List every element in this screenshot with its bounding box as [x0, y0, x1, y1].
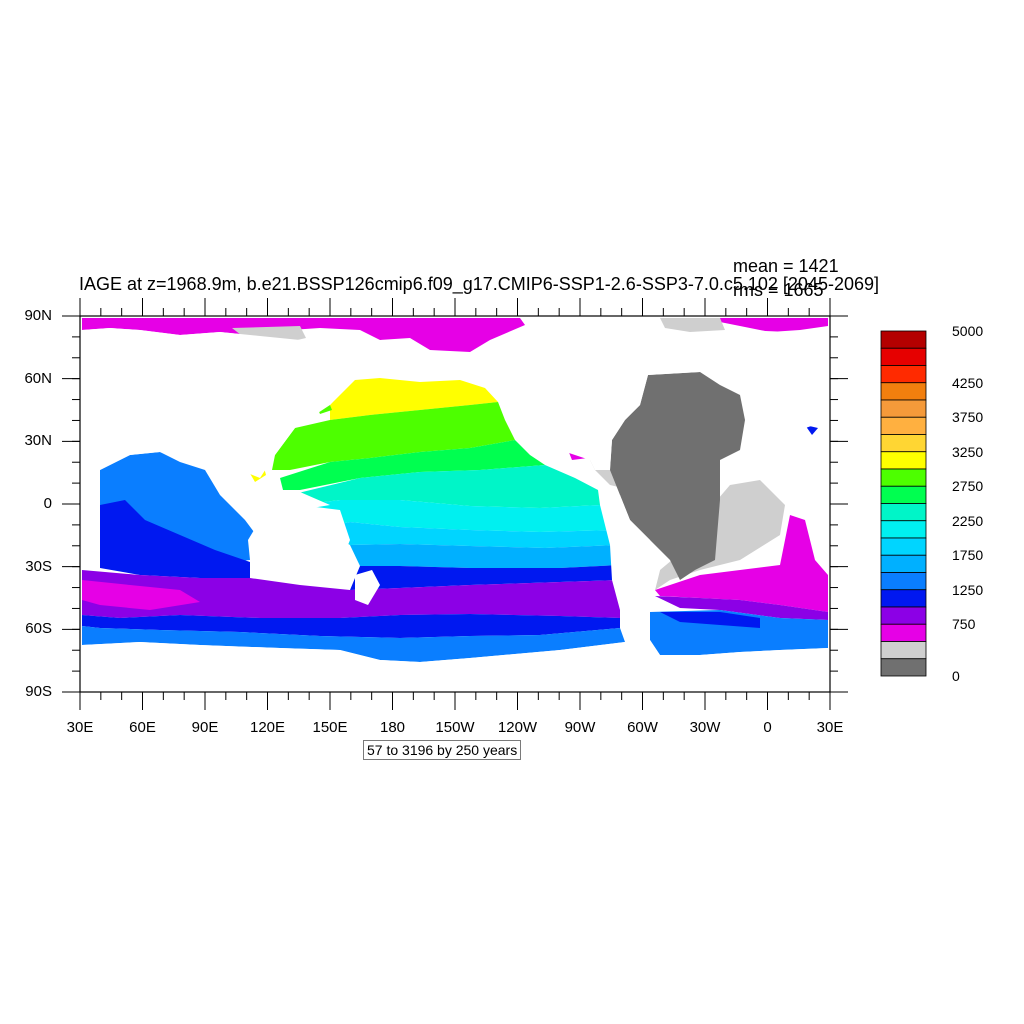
stat-mean: mean = 1421	[733, 256, 839, 276]
land-eurasia	[82, 328, 350, 478]
land-greenland	[740, 330, 828, 430]
colorbar-label: 750	[952, 616, 976, 633]
colorbar-label: 1250	[952, 581, 984, 598]
colorbar-swatch	[880, 503, 927, 522]
colorbar-swatch	[880, 330, 927, 349]
land-north-america	[490, 330, 740, 470]
land-nz	[355, 570, 380, 605]
lon-label: 150W	[435, 719, 475, 736]
colorbar-swatch	[880, 399, 927, 418]
colorbar-swatch	[880, 451, 927, 470]
colorbar-swatch	[880, 468, 927, 487]
southern-blue	[82, 626, 625, 662]
land-south-america	[600, 495, 660, 620]
contour-fields	[82, 318, 828, 662]
lon-label: 60W	[627, 719, 658, 736]
lat-label: 90N	[24, 307, 52, 324]
pacific-green	[272, 402, 515, 470]
colorbar-swatch	[880, 416, 927, 435]
indian-deepblue	[100, 500, 250, 578]
colorbar-label: 5000	[952, 323, 984, 339]
land-africa	[82, 470, 100, 570]
colorbar-swatch	[880, 520, 927, 539]
land-australia	[248, 505, 350, 572]
atlantic-magenta	[655, 515, 828, 612]
stat-rms: rms = 1665	[733, 280, 824, 300]
colorbar-label: 2750	[952, 478, 984, 495]
colorbar-swatch	[880, 572, 927, 591]
lat-label: 0	[43, 495, 52, 512]
lon-label: 30E	[66, 719, 94, 736]
pacific-skyblue	[320, 522, 618, 548]
north-atlantic-darkgray	[610, 372, 745, 580]
lon-label: 60E	[129, 719, 156, 736]
lon-label: 90E	[191, 719, 219, 736]
colorbar-label: 1750	[952, 547, 984, 564]
southern-magenta	[82, 580, 200, 610]
lat-label: 30N	[24, 432, 52, 450]
lon-label: 90W	[564, 719, 596, 736]
colorbar-swatch	[880, 347, 927, 366]
land-mask	[82, 328, 828, 692]
land-maritime-se-asia	[270, 490, 330, 510]
colorbar	[880, 330, 927, 677]
lon-label: 30W	[689, 719, 721, 736]
colorbar-swatch	[880, 434, 927, 453]
lat-label: 30S	[25, 557, 52, 575]
southern-deepblue-band	[82, 614, 620, 638]
arctic-gray-east	[660, 318, 725, 332]
lon-label: 120E	[249, 719, 286, 736]
patch-blue-east	[805, 425, 818, 435]
lat-label: 90S	[25, 683, 52, 700]
pacific-lightgreen	[280, 440, 545, 490]
pacific-teal	[290, 465, 600, 508]
colorbar-swatch	[880, 537, 927, 556]
colorbar-swatch	[880, 365, 927, 384]
lon-label: 150E	[312, 719, 348, 736]
lon-label: 30E	[816, 719, 844, 736]
land-antarctica	[82, 640, 828, 692]
colorbar-swatch	[880, 658, 927, 677]
lat-label: 60N	[24, 369, 52, 387]
atlantic-deepblue	[660, 612, 760, 628]
lon-label: 180	[379, 719, 406, 736]
colorbar-label: 0	[952, 668, 960, 684]
southern-deepblue	[350, 565, 620, 590]
arctic-magenta	[82, 318, 525, 352]
plot-title: IAGE at z=1968.9m, b.e21.BSSP126cmip6.f0…	[79, 274, 879, 294]
colorbar-swatch	[880, 554, 927, 573]
contour-info-box: 57 to 3196 by 250 years	[363, 740, 522, 760]
lon-label: 0	[763, 719, 772, 736]
pacific-cyan	[300, 500, 615, 532]
colorbar-swatch	[880, 589, 927, 608]
colorbar-swatch	[880, 485, 927, 504]
colorbar-label: 3750	[952, 409, 984, 426]
arctic-east-magenta	[700, 318, 828, 332]
colorbar-label: 4250	[952, 374, 984, 391]
lat-label: 60S	[25, 620, 52, 638]
southern-purple	[82, 570, 620, 618]
pacific-yellow	[330, 378, 498, 420]
colorbar-swatch	[880, 641, 927, 660]
colorbar-swatch	[880, 623, 927, 642]
colorbar-label: 3250	[952, 443, 984, 460]
pacific-azure	[350, 544, 620, 568]
lon-label: 120W	[497, 719, 538, 736]
colorbar-label: 2250	[952, 512, 984, 529]
colorbar-swatch	[880, 382, 927, 401]
axis-ticks	[62, 298, 848, 710]
atlantic-purple	[655, 596, 828, 620]
colorbar-swatch	[880, 606, 927, 625]
